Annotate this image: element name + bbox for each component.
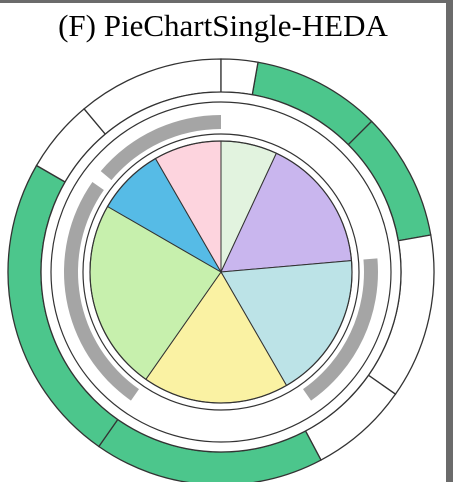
chart-title: (F) PieChartSingle-HEDA [58,8,388,43]
gray-ring-arc-0 [100,115,221,181]
pie-border [89,140,353,404]
outer-ring-segment-8 [220,58,259,96]
middle-ring-outline [50,101,392,443]
gray-ring-arc-1 [63,181,139,401]
gray-ring-arc-2 [303,258,378,401]
pie-outer-border [82,133,360,411]
